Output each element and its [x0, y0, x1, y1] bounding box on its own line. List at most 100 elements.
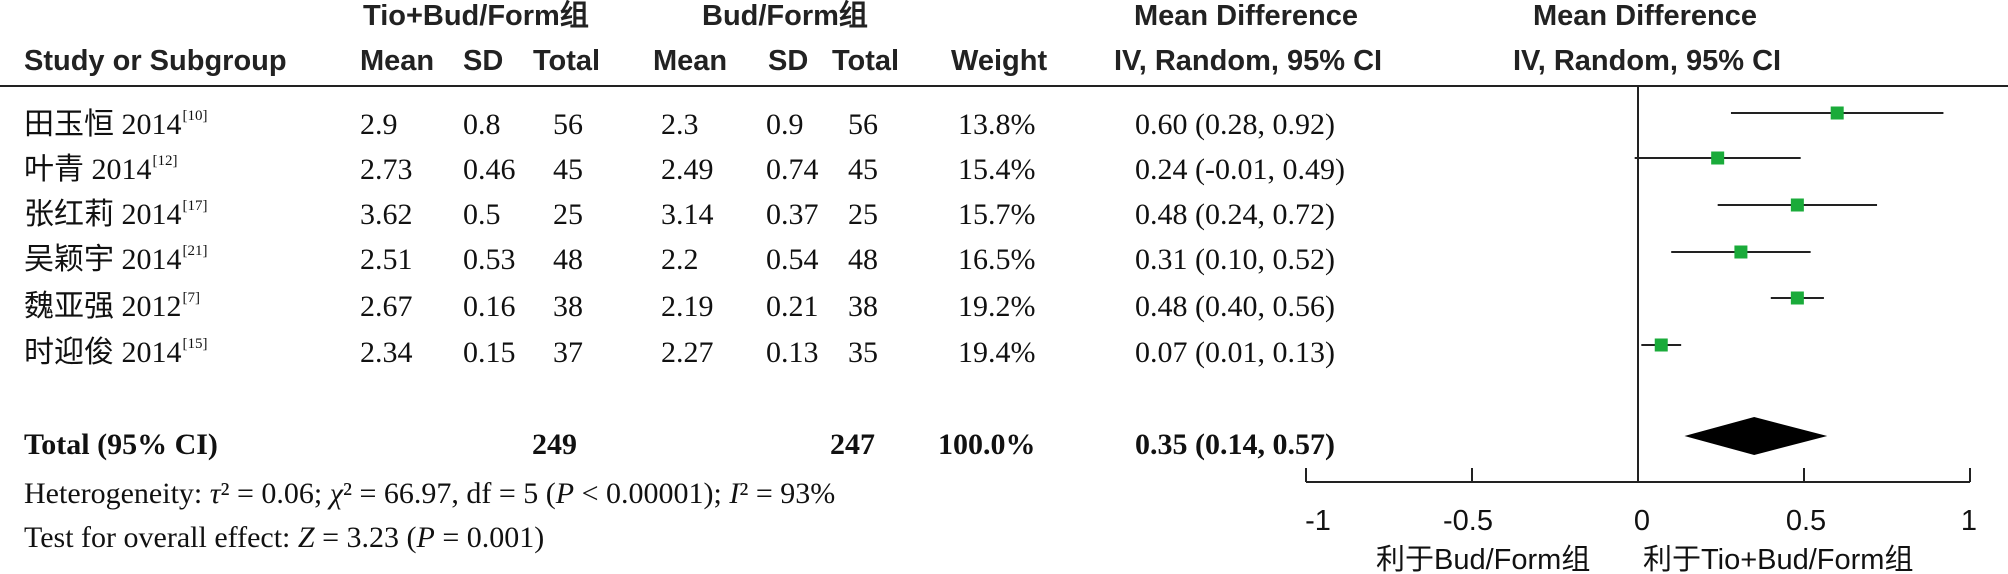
total1-sum: 249 — [532, 428, 577, 461]
ci-text-cell: 0.07 (0.01, 0.13) — [1135, 336, 1335, 369]
md-right-header-line2: IV, Random, 95% CI — [1513, 45, 1782, 77]
study-name: 吴颖宇 2014 — [24, 243, 182, 276]
heterogeneity-text: Heterogeneity: τ² = 0.06; χ² = 66.97, df… — [24, 479, 835, 509]
axis-tick-label: 1 — [1960, 505, 1978, 537]
sd2-cell: 0.13 — [766, 336, 819, 369]
mean2-cell: 2.3 — [661, 108, 699, 141]
axis-tick-label: -1 — [1305, 505, 1331, 537]
study-label: 魏亚强 2012[7] — [24, 289, 201, 323]
pooled-effect-diamond — [1684, 417, 1828, 455]
study-label: 张红莉 2014[17] — [24, 198, 208, 231]
study-ref: [15] — [182, 335, 208, 352]
tau-symbol: τ — [209, 477, 221, 510]
study-name: 时迎俊 2014 — [24, 336, 182, 369]
weight-cell: 15.4% — [958, 153, 1036, 186]
mean1-cell: 2.9 — [360, 108, 398, 141]
study-point-marker — [1711, 151, 1725, 165]
sd1-cell: 0.46 — [463, 153, 516, 186]
sd1-cell: 0.16 — [463, 290, 516, 323]
het-p: < 0.00001); — [574, 477, 730, 510]
total2-cell: 48 — [848, 243, 878, 276]
md-left-header-line2: IV, Random, 95% CI — [1114, 45, 1383, 77]
ci-text-cell: 0.24 (-0.01, 0.49) — [1135, 153, 1345, 186]
study-point-marker — [1830, 106, 1844, 120]
mean2-header: Mean — [653, 45, 728, 77]
ci-text-cell: 0.48 (0.24, 0.72) — [1135, 198, 1335, 231]
study-label: 吴颖宇 2014[21] — [24, 242, 208, 276]
het-chi2: ² = 66.97, df = 5 ( — [342, 477, 556, 510]
axis-tick-label: -0.5 — [1443, 505, 1493, 537]
weight-cell: 19.2% — [958, 290, 1036, 323]
group2-header: Bud/Form组 — [702, 0, 868, 32]
study-ref: [21] — [182, 242, 208, 259]
study-ref: [10] — [182, 107, 208, 124]
mean1-cell: 2.51 — [360, 243, 413, 276]
md-left-header-line1: Mean Difference — [1134, 0, 1359, 32]
het-tau2: ² = 0.06; — [220, 477, 330, 510]
mean1-cell: 3.62 — [360, 198, 413, 231]
total2-cell: 45 — [848, 153, 878, 186]
study-name: 田玉恒 2014 — [24, 108, 182, 141]
sd2-cell: 0.74 — [766, 153, 819, 186]
study-point-marker — [1734, 245, 1748, 259]
z-symbol: Z — [297, 521, 315, 554]
total-label: Total (95% CI) — [24, 428, 218, 461]
mean2-cell: 2.2 — [661, 243, 699, 276]
het-i2: ² = 93% — [739, 477, 836, 510]
mean1-cell: 2.73 — [360, 153, 413, 186]
total1-cell: 56 — [553, 108, 583, 141]
study-header: Study or Subgroup — [24, 45, 287, 77]
study-label: 叶青 2014[12] — [24, 153, 178, 186]
sd2-cell: 0.37 — [766, 198, 819, 231]
study-point-marker — [1790, 291, 1804, 305]
favours-right-label: 利于Tio+Bud/Form组 — [1643, 544, 1914, 574]
mean1-header: Mean — [360, 45, 435, 77]
total2-cell: 38 — [848, 290, 878, 323]
total1-cell: 25 — [553, 198, 583, 231]
mean2-cell: 2.49 — [661, 153, 714, 186]
mean1-cell: 2.67 — [360, 290, 413, 323]
study-name: 魏亚强 2012 — [24, 290, 182, 323]
total-weight: 100.0% — [938, 428, 1036, 461]
total1-header: Total — [533, 45, 601, 77]
study-name: 张红莉 2014 — [24, 198, 182, 231]
sd2-header: SD — [768, 45, 809, 77]
total2-cell: 56 — [848, 108, 878, 141]
favours-left-label: 利于Bud/Form组 — [1376, 544, 1591, 574]
total2-sum: 247 — [830, 428, 875, 461]
het-prefix: Heterogeneity: — [24, 477, 210, 510]
total1-cell: 37 — [553, 336, 583, 369]
study-ref: [7] — [182, 289, 201, 306]
ci-text-cell: 0.31 (0.10, 0.52) — [1135, 243, 1335, 276]
mean2-cell: 2.27 — [661, 336, 714, 369]
overall-z: = 3.23 ( — [314, 521, 417, 554]
sd2-cell: 0.9 — [766, 108, 804, 141]
mean2-cell: 3.14 — [661, 198, 714, 231]
group1-header: Tio+Bud/Form组 — [363, 0, 589, 32]
total-ci-text: 0.35 (0.14, 0.57) — [1135, 428, 1335, 461]
weight-cell: 16.5% — [958, 243, 1036, 276]
sd2-cell: 0.54 — [766, 243, 819, 276]
total1-cell: 38 — [553, 290, 583, 323]
sd1-cell: 0.5 — [463, 198, 501, 231]
weight-cell: 19.4% — [958, 336, 1036, 369]
p-symbol: P — [555, 477, 575, 510]
study-point-marker — [1790, 198, 1804, 212]
weight-cell: 15.7% — [958, 198, 1036, 231]
weight-header: Weight — [951, 45, 1048, 77]
p-symbol: P — [416, 521, 435, 554]
study-label: 田玉恒 2014[10] — [24, 107, 208, 141]
chi-symbol: χ — [329, 477, 343, 510]
study-name: 叶青 2014 — [24, 153, 152, 186]
sd1-cell: 0.53 — [463, 243, 516, 276]
study-point-marker — [1654, 338, 1668, 352]
sd1-cell: 0.8 — [463, 108, 501, 141]
total2-cell: 35 — [848, 336, 878, 369]
total2-cell: 25 — [848, 198, 878, 231]
overall-effect-text: Test for overall effect: Z = 3.23 (P = 0… — [24, 523, 544, 553]
overall-p: = 0.001) — [434, 521, 545, 554]
ci-text-cell: 0.60 (0.28, 0.92) — [1135, 108, 1335, 141]
study-label: 时迎俊 2014[15] — [24, 335, 208, 369]
